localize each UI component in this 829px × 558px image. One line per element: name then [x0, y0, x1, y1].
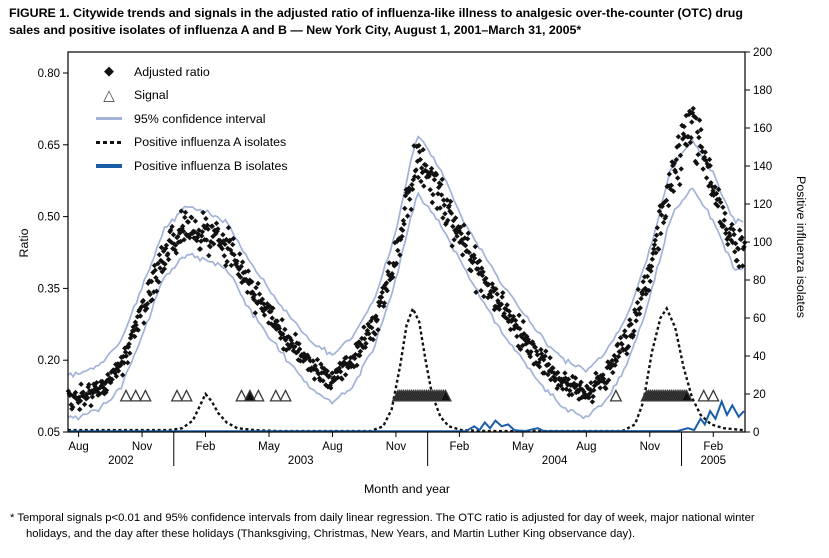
x-tick-label: Aug — [68, 441, 88, 453]
y-right-tick-label: 60 — [753, 313, 766, 325]
signal-triangle-open — [170, 388, 184, 402]
y-left-tick-label: 0.65 — [38, 140, 60, 152]
x-tick-label: Nov — [640, 441, 661, 453]
y-right-tick-label: 0 — [753, 427, 759, 439]
diamond-icon: ◆ — [86, 65, 132, 78]
signal-triangle-open — [129, 388, 143, 402]
signal-triangle-filled — [439, 388, 452, 402]
legend-label-influenza-b: Positive influenza B isolates — [134, 158, 288, 173]
footnote: * Temporal signals p<0.01 and 95% confid… — [10, 512, 755, 540]
y-axis-title-right: Positive influenza isolates — [794, 176, 808, 318]
x-tick-label: May — [512, 441, 534, 453]
y-left-tick-label: 0.05 — [38, 427, 60, 439]
dashed-line-sample — [95, 140, 123, 144]
year-label: 2003 — [288, 455, 314, 467]
signal-triangle-open — [235, 388, 248, 402]
legend-item-adjusted-ratio: ◆ Adjusted ratio — [86, 60, 288, 84]
x-tick-label: May — [258, 441, 280, 453]
year-label: 2005 — [700, 455, 726, 467]
solid-line-sample — [96, 164, 122, 168]
x-tick-label: Nov — [132, 441, 153, 453]
legend: ◆ Adjusted ratio △ Signal 95% confidence… — [86, 58, 294, 180]
x-tick-label: Aug — [322, 441, 342, 453]
diamond-glyph: ◆ — [104, 64, 114, 80]
signal-triangle-open — [697, 388, 711, 402]
y-left-tick-label: 0.35 — [38, 283, 60, 295]
y-right-tick-label: 20 — [753, 389, 766, 401]
legend-item-confidence-interval: 95% confidence interval — [86, 107, 288, 131]
legend-label-adjusted-ratio: Adjusted ratio — [134, 64, 210, 79]
y-left-tick-label: 0.80 — [38, 68, 60, 80]
signal-triangle-open — [252, 388, 265, 402]
y-right-tick-label: 160 — [753, 123, 772, 135]
y-right-tick-label: 140 — [753, 161, 772, 173]
legend-label-signal: Signal — [134, 88, 169, 103]
x-tick-label: Feb — [196, 441, 216, 453]
triangle-glyph: △ — [103, 85, 115, 104]
x-tick-label: Aug — [576, 441, 596, 453]
x-tick-label: Nov — [386, 441, 407, 453]
y-right-tick-label: 40 — [753, 351, 766, 363]
year-label: 2004 — [542, 455, 568, 467]
signal-triangle-filled — [243, 388, 257, 402]
figure-title: FIGURE 1. Citywide trends and signals in… — [9, 6, 743, 37]
legend-label-ci: 95% confidence interval — [134, 111, 266, 126]
solid-line-icon — [86, 164, 132, 168]
y-right-tick-label: 100 — [753, 237, 772, 249]
x-tick-label: Feb — [703, 441, 723, 453]
legend-item-influenza-a: Positive influenza A isolates — [86, 131, 288, 155]
dashed-line-icon — [86, 140, 132, 144]
ci-lower-line — [67, 187, 744, 421]
x-axis-title: Month and year — [363, 482, 451, 496]
signal-triangle-open — [609, 388, 623, 402]
y-right-tick-label: 200 — [753, 47, 772, 59]
signal-triangle-open — [279, 388, 292, 402]
adjusted-ratio-scatter — [65, 105, 748, 413]
legend-label-influenza-a: Positive influenza A isolates — [134, 135, 287, 150]
signal-triangle-open — [706, 388, 720, 402]
signal-triangle-filled — [680, 388, 693, 402]
y-left-tick-label: 0.20 — [38, 355, 60, 367]
signal-triangle-open — [180, 388, 193, 402]
signal-triangle-open — [269, 388, 283, 402]
y-right-tick-label: 120 — [753, 199, 772, 211]
influenza-a-line — [68, 305, 744, 433]
y-left-tick-label: 0.50 — [38, 212, 60, 224]
signal-markers — [119, 388, 720, 402]
y-right-tick-label: 180 — [753, 85, 772, 97]
signal-triangle-open — [139, 388, 152, 402]
year-label: 2002 — [108, 455, 134, 467]
signal-triangle-open — [119, 388, 133, 402]
ci-line-sample — [96, 117, 122, 121]
x-tick-label: Feb — [449, 441, 469, 453]
ci-line-icon — [86, 117, 132, 121]
legend-item-influenza-b: Positive influenza B isolates — [86, 154, 288, 178]
legend-item-signal: △ Signal — [86, 84, 288, 108]
influenza-b-line — [68, 398, 745, 433]
triangle-icon: △ — [86, 85, 132, 104]
y-axis-title-left: Ratio — [17, 228, 31, 258]
y-right-tick-label: 80 — [753, 275, 766, 287]
